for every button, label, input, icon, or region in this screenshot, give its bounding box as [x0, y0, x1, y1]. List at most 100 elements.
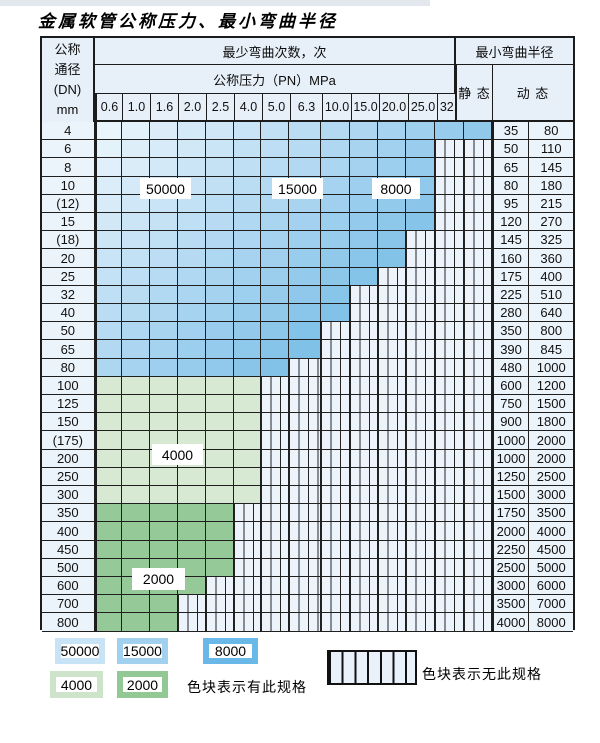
zone-label-8000: 8000	[372, 178, 420, 199]
static-radius-cell: 35	[491, 122, 530, 141]
spec-available-cell	[150, 358, 178, 377]
spec-available-cell	[205, 213, 234, 232]
spec-available-cell	[233, 395, 262, 414]
dn-cell: 250	[42, 467, 95, 487]
pressure-value-header: 2.0	[179, 94, 207, 122]
spec-available-cell	[233, 285, 262, 305]
spec-unavailable-cell	[406, 486, 436, 505]
spec-unavailable-cell	[377, 540, 407, 559]
pressure-value-header: 10.0	[323, 94, 352, 122]
spec-available-cell	[122, 613, 151, 632]
spec-available-cell	[94, 322, 123, 341]
dynamic-radius-cell: 510	[529, 285, 574, 305]
spec-available-cell	[233, 213, 262, 232]
spec-available-cell	[320, 231, 350, 250]
spec-unavailable-cell	[349, 431, 378, 450]
spec-available-cell	[261, 358, 290, 377]
spec-available-cell	[122, 249, 151, 268]
spec-available-cell	[233, 140, 262, 159]
spec-unavailable-cell	[261, 486, 290, 505]
spec-unavailable-cell	[320, 558, 350, 578]
spec-unavailable-cell	[233, 577, 262, 596]
spec-available-cell	[233, 304, 262, 323]
static-radius-cell: 900	[491, 413, 530, 432]
spec-available-cell	[94, 140, 123, 159]
spec-available-cell	[178, 413, 206, 432]
spec-unavailable-cell	[320, 340, 350, 359]
spec-unavailable-cell	[289, 613, 321, 632]
spec-available-cell	[261, 231, 290, 250]
table-row: 600 3000 6000	[42, 577, 574, 596]
spec-unavailable-cell	[377, 486, 407, 505]
spec-available-cell	[122, 467, 151, 487]
table-row: 400 2000 4000	[42, 522, 574, 541]
spec-available-cell	[406, 194, 436, 214]
spec-unavailable-cell	[349, 376, 378, 396]
spec-available-cell	[320, 267, 350, 286]
table-header: 公称 通径 (DN) mm 最少弯曲次数，次 最小弯曲半径 公称压力（PN）MP…	[42, 38, 573, 122]
static-radius-cell: 225	[491, 285, 530, 305]
table-row: 25 175 400	[42, 267, 574, 286]
spec-available-cell	[150, 413, 178, 432]
static-radius-cell: 120	[491, 213, 530, 232]
spec-unavailable-cell	[435, 522, 464, 541]
spec-available-cell	[122, 486, 151, 505]
spec-available-cell	[178, 231, 206, 250]
spec-available-cell	[261, 194, 290, 214]
spec-available-cell	[320, 176, 350, 195]
zone-label-50000: 50000	[140, 178, 191, 199]
spec-unavailable-cell	[435, 431, 464, 450]
spec-unavailable-cell	[178, 613, 206, 632]
pressure-value-header: 1.6	[151, 94, 179, 122]
spec-available-cell	[150, 285, 178, 305]
spec-available-cell	[349, 267, 378, 286]
table-row: 6 50 110	[42, 140, 574, 159]
static-radius-cell: 1000	[491, 431, 530, 450]
spec-unavailable-cell	[261, 413, 290, 432]
dynamic-radius-cell: 270	[529, 213, 574, 232]
spec-available-cell	[178, 122, 206, 141]
spec-available-cell	[233, 267, 262, 286]
min-bend-radius-header: 最小弯曲半径	[455, 38, 573, 65]
spec-available-cell	[150, 595, 178, 614]
spec-unavailable-cell	[289, 395, 321, 414]
spec-available-cell	[205, 558, 234, 578]
dn-cell: 300	[42, 486, 95, 505]
spec-available-cell	[205, 194, 234, 214]
static-radius-cell: 1000	[491, 449, 530, 468]
spec-available-cell	[205, 358, 234, 377]
spec-unavailable-cell	[261, 504, 290, 523]
spec-available-cell	[377, 122, 407, 141]
spec-unavailable-cell	[377, 449, 407, 468]
dynamic-radius-cell: 2000	[529, 449, 574, 468]
spec-unavailable-cell	[349, 504, 378, 523]
spec-available-cell	[150, 194, 178, 214]
spec-unavailable-cell	[205, 595, 234, 614]
dn-cell: 500	[42, 558, 95, 578]
spec-unavailable-cell	[320, 504, 350, 523]
spec-unavailable-cell	[435, 413, 464, 432]
spec-unavailable-cell	[463, 504, 492, 523]
dn-cell: 150	[42, 413, 95, 432]
spec-unavailable-cell	[463, 194, 492, 214]
spec-unavailable-cell	[435, 285, 464, 305]
spec-available-cell	[94, 376, 123, 396]
dynamic-radius-cell: 6000	[529, 577, 574, 596]
spec-available-cell	[178, 486, 206, 505]
spec-available-cell	[94, 340, 123, 359]
dn-cell: 125	[42, 395, 95, 414]
spec-available-cell	[94, 358, 123, 377]
spec-available-cell	[377, 140, 407, 159]
spec-unavailable-cell	[463, 140, 492, 159]
spec-available-cell	[205, 158, 234, 177]
spec-available-cell	[178, 358, 206, 377]
spec-unavailable-cell	[377, 285, 407, 305]
spec-unavailable-cell	[406, 558, 436, 578]
spec-unavailable-cell	[320, 431, 350, 450]
spec-available-cell	[94, 613, 123, 632]
spec-available-cell	[463, 122, 492, 141]
spec-available-cell	[122, 122, 151, 141]
static-column-header: 静 态	[455, 65, 493, 122]
spec-unavailable-cell	[320, 540, 350, 559]
